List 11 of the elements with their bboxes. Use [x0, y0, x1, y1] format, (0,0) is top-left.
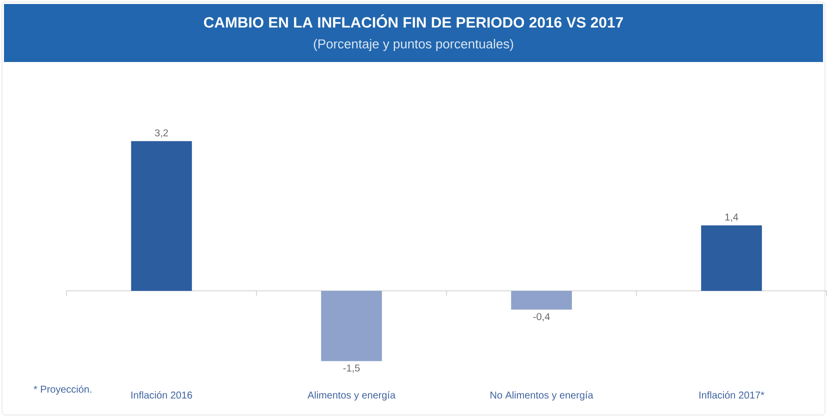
- chart-subtitle: (Porcentaje y puntos porcentuales): [314, 38, 514, 52]
- x-tick-label: Inflación 2017*: [699, 391, 764, 399]
- data-label: -0,4: [533, 313, 550, 322]
- data-label: -1,5: [343, 364, 360, 373]
- x-tick-label: No Alimentos y energía: [490, 391, 594, 401]
- text: * Proyección.: [34, 385, 92, 395]
- chart-title: CAMBIO EN LA INFLACIÓN FIN DE PERIODO 2016 VS 2017: [204, 14, 623, 28]
- data-label: 3,2: [154, 129, 168, 138]
- data-label: 1,4: [725, 214, 738, 222]
- x-tick-label: Alimentos y energía: [308, 391, 396, 401]
- x-tick-label: Inflación 2016: [131, 391, 192, 399]
